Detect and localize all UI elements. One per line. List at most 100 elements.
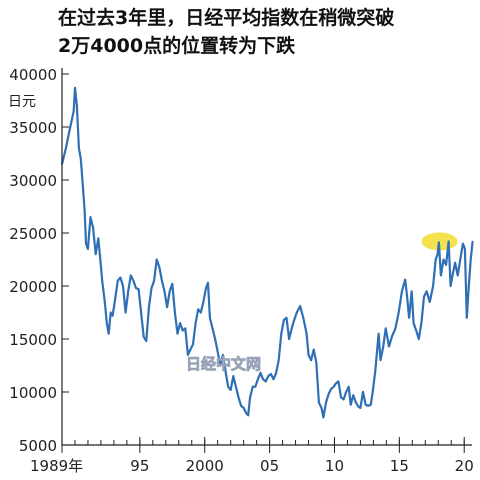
series-line	[60, 86, 474, 419]
y-tick-label: 35000	[9, 119, 57, 137]
data-point	[423, 295, 425, 298]
data-point	[315, 361, 318, 364]
data-point	[352, 394, 355, 396]
chart-title-line-1: 在过去3年里，日经平均指数在稍微突破	[58, 7, 395, 29]
data-point	[349, 403, 352, 406]
data-point	[135, 287, 137, 289]
data-point	[237, 396, 240, 399]
data-point	[438, 241, 440, 244]
data-point	[140, 311, 142, 314]
data-point	[388, 345, 390, 348]
data-point	[104, 301, 106, 303]
data-point	[227, 385, 229, 388]
data-point	[382, 346, 384, 349]
data-point	[469, 258, 472, 261]
data-point	[122, 285, 124, 287]
data-point	[401, 290, 403, 293]
data-point	[410, 290, 413, 293]
data-point	[107, 332, 110, 335]
data-point	[148, 306, 150, 309]
data-point	[85, 242, 87, 245]
y-axis-unit-label: 日元	[8, 94, 36, 110]
data-point	[325, 401, 327, 404]
data-point	[158, 266, 161, 268]
data-point	[161, 279, 163, 282]
data-point	[415, 329, 418, 332]
data-point	[270, 373, 272, 375]
data-point	[307, 354, 310, 356]
data-point	[275, 372, 277, 374]
data-point	[355, 401, 357, 404]
data-point	[442, 258, 445, 261]
data-point	[418, 338, 420, 340]
data-point	[150, 287, 153, 289]
data-point	[462, 242, 464, 245]
data-point	[466, 317, 468, 319]
data-point	[259, 372, 262, 374]
y-tick-label: 25000	[9, 225, 57, 243]
data-point	[76, 105, 78, 107]
data-point	[406, 295, 408, 298]
data-point	[205, 287, 207, 289]
x-tick-label: 05	[260, 457, 279, 475]
data-point	[333, 385, 335, 388]
data-point	[247, 414, 249, 417]
data-point	[105, 322, 108, 324]
data-point	[219, 364, 222, 367]
data-point	[337, 380, 340, 383]
data-point	[345, 391, 347, 393]
data-point	[168, 290, 171, 293]
data-point	[277, 359, 280, 362]
data-point	[251, 385, 254, 388]
data-point	[240, 404, 242, 407]
data-point	[81, 184, 84, 187]
data-point	[194, 322, 197, 324]
data-point	[312, 348, 315, 351]
data-point	[342, 398, 345, 401]
data-point	[78, 147, 80, 149]
data-point	[209, 317, 211, 319]
data-point	[245, 412, 248, 415]
data-point	[267, 375, 270, 377]
data-point	[142, 336, 145, 338]
chart-title-line-2: 2万4000点的位置转为下跌	[58, 35, 296, 57]
y-tick-label: 20000	[9, 278, 57, 296]
data-point	[420, 322, 423, 324]
data-point	[432, 285, 434, 287]
data-point	[216, 350, 219, 353]
data-point	[362, 391, 364, 393]
data-point	[459, 258, 462, 261]
data-point	[176, 332, 179, 335]
y-axis-ticks: 5000 10000 15000 20000 25000 30000 35000 40000	[9, 66, 69, 455]
data-point	[171, 283, 174, 285]
data-point	[137, 288, 140, 290]
data-point	[99, 258, 102, 261]
watermark: 日经中文网	[186, 355, 261, 373]
data-point	[434, 258, 437, 261]
data-point	[322, 416, 325, 419]
data-point	[232, 375, 235, 377]
data-point	[447, 240, 450, 243]
data-point	[330, 388, 333, 390]
data-point	[179, 322, 181, 324]
data-point	[454, 261, 456, 264]
data-point	[377, 332, 380, 335]
data-point	[334, 382, 337, 385]
data-point	[456, 274, 459, 277]
data-point	[283, 319, 285, 321]
data-point	[145, 340, 148, 342]
data-point	[254, 385, 257, 388]
data-point	[192, 343, 194, 346]
data-point	[124, 311, 127, 314]
data-point	[293, 319, 296, 321]
data-point	[425, 290, 428, 293]
y-tick-label: 15000	[9, 331, 57, 349]
data-point	[371, 391, 374, 393]
series-points	[61, 86, 474, 419]
data-point	[305, 332, 308, 335]
data-point	[68, 128, 71, 130]
data-point	[114, 297, 116, 300]
data-point	[127, 290, 129, 293]
data-point	[197, 308, 200, 311]
